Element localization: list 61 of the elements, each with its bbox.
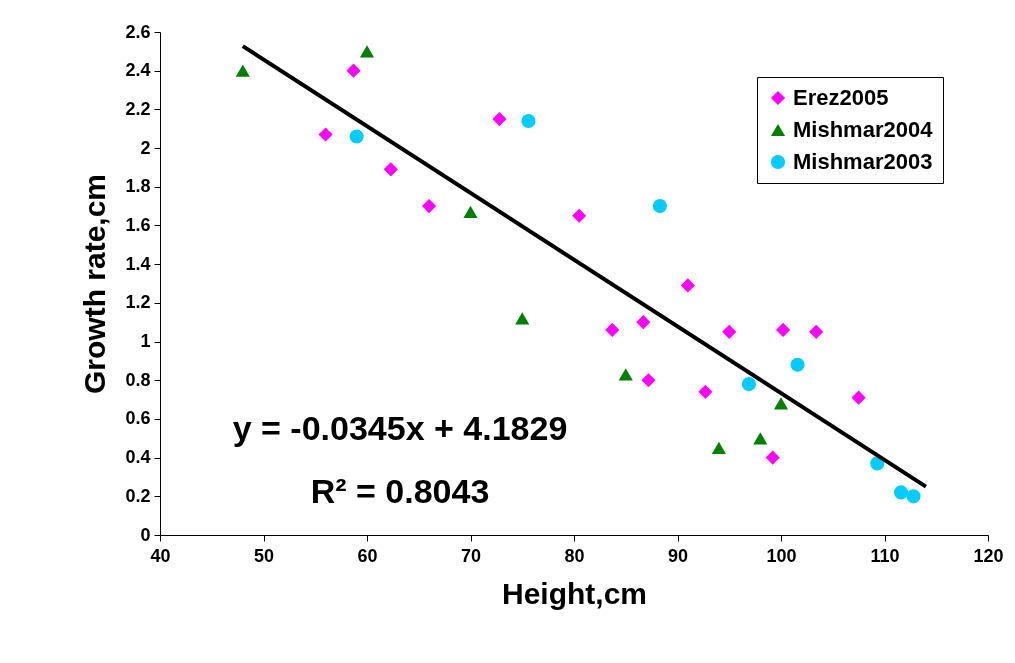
legend-label: Erez2005 [793, 85, 889, 110]
y-tick-label: 0.8 [125, 369, 151, 390]
point [641, 373, 656, 388]
y-axis-title: Growth rate,cm [78, 173, 112, 395]
point [753, 432, 768, 445]
x-tick-label: 80 [564, 545, 585, 566]
x-tick-label: 100 [766, 545, 797, 566]
point [809, 324, 824, 339]
point [680, 278, 695, 293]
point [463, 205, 478, 219]
x-tick-label: 70 [460, 545, 482, 566]
point [722, 324, 737, 339]
x-tick-label: 50 [253, 545, 275, 566]
x-axis-title: Height,cm [501, 576, 648, 610]
x-tick-label: 60 [357, 545, 378, 566]
x-tick-label: 110 [870, 545, 900, 566]
point [893, 485, 909, 500]
y-tick-label: 1.4 [125, 253, 151, 274]
point [618, 368, 633, 381]
point [765, 450, 780, 465]
point [349, 129, 364, 144]
point [605, 322, 620, 337]
point [773, 397, 789, 410]
y-tick-label: 0 [140, 524, 151, 545]
point [790, 357, 805, 372]
point [346, 63, 361, 78]
y-tick-label: 2.6 [125, 21, 151, 42]
legend-label: Mishmar2004 [793, 117, 934, 142]
annotation: y = -0.0345x + 4.1829 [232, 409, 568, 447]
point [492, 111, 507, 127]
x-tick-label: 120 [973, 545, 1004, 566]
point [698, 384, 713, 399]
point [652, 199, 667, 214]
point [422, 199, 437, 214]
y-tick-label: 2.4 [125, 60, 151, 81]
point [235, 64, 250, 77]
legend-label: Mishmar2003 [793, 149, 933, 174]
point [515, 312, 530, 325]
point [636, 315, 651, 330]
point [359, 45, 375, 58]
x-tick-label: 40 [150, 545, 171, 566]
annotation: R² = 0.8043 [310, 472, 490, 510]
point [521, 113, 536, 129]
y-tick-label: 1.2 [125, 292, 151, 313]
point [741, 377, 756, 392]
point [572, 208, 587, 223]
point [711, 441, 726, 455]
point [851, 390, 866, 405]
x-tick-label: 90 [667, 545, 689, 566]
y-tick-label: 1.6 [125, 214, 151, 235]
point [776, 322, 791, 337]
point [906, 489, 921, 504]
y-tick-label: 2 [140, 137, 151, 158]
point [318, 127, 333, 142]
y-tick-label: 0.2 [125, 485, 151, 506]
y-tick-label: 0.6 [125, 408, 151, 429]
y-tick-label: 1 [140, 331, 151, 352]
point [383, 162, 398, 177]
y-tick-label: 2.2 [125, 98, 151, 119]
y-tick-label: 0.4 [125, 447, 151, 468]
y-tick-label: 1.8 [125, 176, 151, 197]
